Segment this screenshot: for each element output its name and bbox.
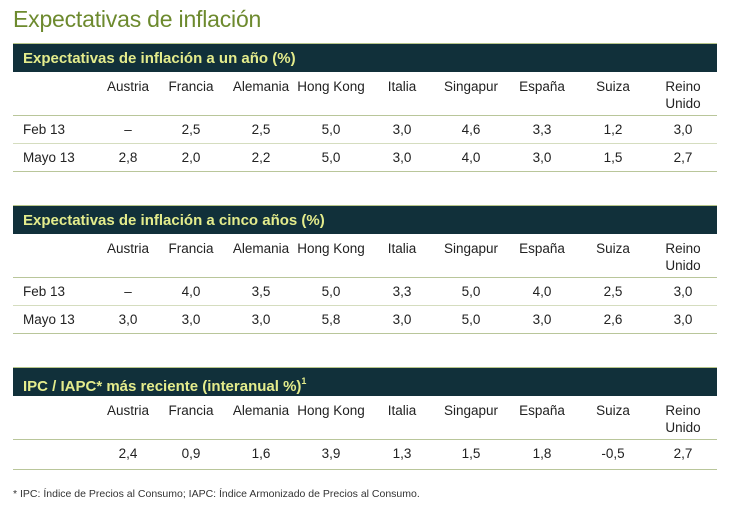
table-cell: 3,0 — [392, 312, 412, 327]
column-header: Italia — [387, 241, 417, 256]
column-header: Suiza — [596, 79, 630, 94]
column-header: Alemania — [232, 403, 290, 418]
table-cell: 2,7 — [673, 150, 693, 165]
table-cell: 5,8 — [321, 312, 341, 327]
column-header: España — [519, 241, 565, 256]
column-header: Italia — [387, 403, 417, 418]
table-row: Mayo 13 2,8 2,0 2,2 5,0 3,0 4,0 3,0 1,5 2,7 — [13, 144, 717, 172]
column-header: Singapur — [443, 241, 499, 256]
table-cell: 1,2 — [603, 122, 623, 137]
table-row: Feb 13 – 2,5 2,5 5,0 3,0 4,6 3,3 1,2 3,0 — [13, 116, 717, 144]
table-cell: 2,8 — [118, 150, 138, 165]
row-label: Feb 13 — [23, 284, 66, 299]
table-cell: – — [124, 122, 132, 137]
table-cell: 3,0 — [251, 312, 271, 327]
table-cell: 3,0 — [181, 312, 201, 327]
table-cell: 1,5 — [603, 150, 623, 165]
table-cell: 1,8 — [532, 446, 552, 461]
table-cell: 3,5 — [251, 284, 271, 299]
column-header-row: Austria Francia Alemania Hong Kong Italia Sin… — [13, 72, 717, 116]
table-cell: 3,0 — [118, 312, 138, 327]
column-header-row: Austria Francia Alemania Hong Kong Italia Sin… — [13, 234, 717, 278]
table-cell: 0,9 — [181, 446, 201, 461]
table-cell: 4,0 — [181, 284, 201, 299]
table-row: 2,4 0,9 1,6 3,9 1,3 1,5 1,8 -0,5 2,7 — [13, 440, 717, 470]
column-header: Hong Kong — [297, 79, 365, 94]
table-cell: 3,0 — [673, 312, 693, 327]
table-cell: 2,2 — [251, 150, 271, 165]
column-header-row: Austria Francia Alemania Hong Kong Italia Sin… — [13, 396, 717, 440]
table-cell: 3,0 — [673, 284, 693, 299]
table-cell: 3,9 — [321, 446, 341, 461]
table-cell: 2,0 — [181, 150, 201, 165]
column-header: Reino Unido — [665, 241, 701, 273]
section-title: IPC / IAPC* más reciente (interanual %)1 — [13, 367, 717, 396]
section-title: Expectativas de inflación a cinco años (… — [13, 205, 717, 234]
table-cell: 5,0 — [321, 284, 341, 299]
table-cell: 4,0 — [461, 150, 481, 165]
section-title: Expectativas de inflación a un año (%) — [13, 43, 717, 72]
column-header: Austria — [106, 403, 150, 418]
column-header: Hong Kong — [297, 403, 365, 418]
column-header: Suiza — [596, 403, 630, 418]
table-cell: 2,4 — [118, 446, 138, 461]
table-row: Feb 13 – 4,0 3,5 5,0 3,3 5,0 4,0 2,5 3,0 — [13, 278, 717, 306]
table-cell: 2,5 — [251, 122, 271, 137]
table-cell: 3,0 — [532, 150, 552, 165]
table-cell: 3,3 — [392, 284, 412, 299]
section-title-text: Expectativas de inflación a cinco años (… — [23, 212, 325, 229]
row-label: Mayo 13 — [23, 312, 75, 327]
column-header: Francia — [168, 403, 214, 418]
column-header: Singapur — [443, 403, 499, 418]
column-header: Reino Unido — [665, 79, 701, 111]
table-cell: 3,3 — [532, 122, 552, 137]
section-title-text: Expectativas de inflación a un año (%) — [23, 50, 296, 67]
column-header: Italia — [387, 79, 417, 94]
table-cell: 5,0 — [321, 150, 341, 165]
column-header: España — [519, 403, 565, 418]
table-cell: 5,0 — [461, 312, 481, 327]
column-header: España — [519, 79, 565, 94]
column-header: Austria — [106, 79, 150, 94]
row-label: Feb 13 — [23, 122, 66, 137]
page-title: Expectativas de inflación — [13, 6, 262, 32]
column-header: Alemania — [232, 79, 290, 94]
table-cell: 5,0 — [461, 284, 481, 299]
table-cell: 1,5 — [461, 446, 481, 461]
table-cell: 3,0 — [532, 312, 552, 327]
column-header: Singapur — [443, 79, 499, 94]
table-row: Mayo 13 3,0 3,0 3,0 5,8 3,0 5,0 3,0 2,6 3,0 — [13, 306, 717, 334]
column-header: Francia — [168, 79, 214, 94]
table-cell: 5,0 — [321, 122, 341, 137]
table-cell: 1,3 — [392, 446, 412, 461]
table-cell: 2,6 — [603, 312, 623, 327]
column-header: Alemania — [232, 241, 290, 256]
table-cell: 2,5 — [603, 284, 623, 299]
table-cell: -0,5 — [601, 446, 625, 461]
table-section: Expectativas de inflación a un año (%) Au… — [13, 43, 717, 172]
table-cell: – — [124, 284, 132, 299]
section-title-footnote-mark: 1 — [301, 376, 307, 386]
column-header: Suiza — [596, 241, 630, 256]
table-cell: 2,7 — [673, 446, 693, 461]
column-header: Reino Unido — [665, 403, 701, 435]
column-header: Francia — [168, 241, 214, 256]
table-cell: 1,6 — [251, 446, 271, 461]
table-section: IPC / IAPC* más reciente (interanual %)1… — [13, 367, 717, 470]
section-title-text: IPC / IAPC* más reciente (interanual %) — [23, 378, 302, 395]
table-section: Expectativas de inflación a cinco años (… — [13, 205, 717, 334]
column-header: Austria — [106, 241, 150, 256]
table-cell: 2,5 — [181, 122, 201, 137]
row-label: Mayo 13 — [23, 150, 75, 165]
table-cell: 3,0 — [673, 122, 693, 137]
table-cell: 3,0 — [392, 122, 412, 137]
table-cell: 4,0 — [532, 284, 552, 299]
column-header: Hong Kong — [297, 241, 365, 256]
table-cell: 3,0 — [392, 150, 412, 165]
table-cell: 4,6 — [461, 122, 481, 137]
footnote: * IPC: Índice de Precios al Consumo; IAP… — [13, 488, 420, 500]
